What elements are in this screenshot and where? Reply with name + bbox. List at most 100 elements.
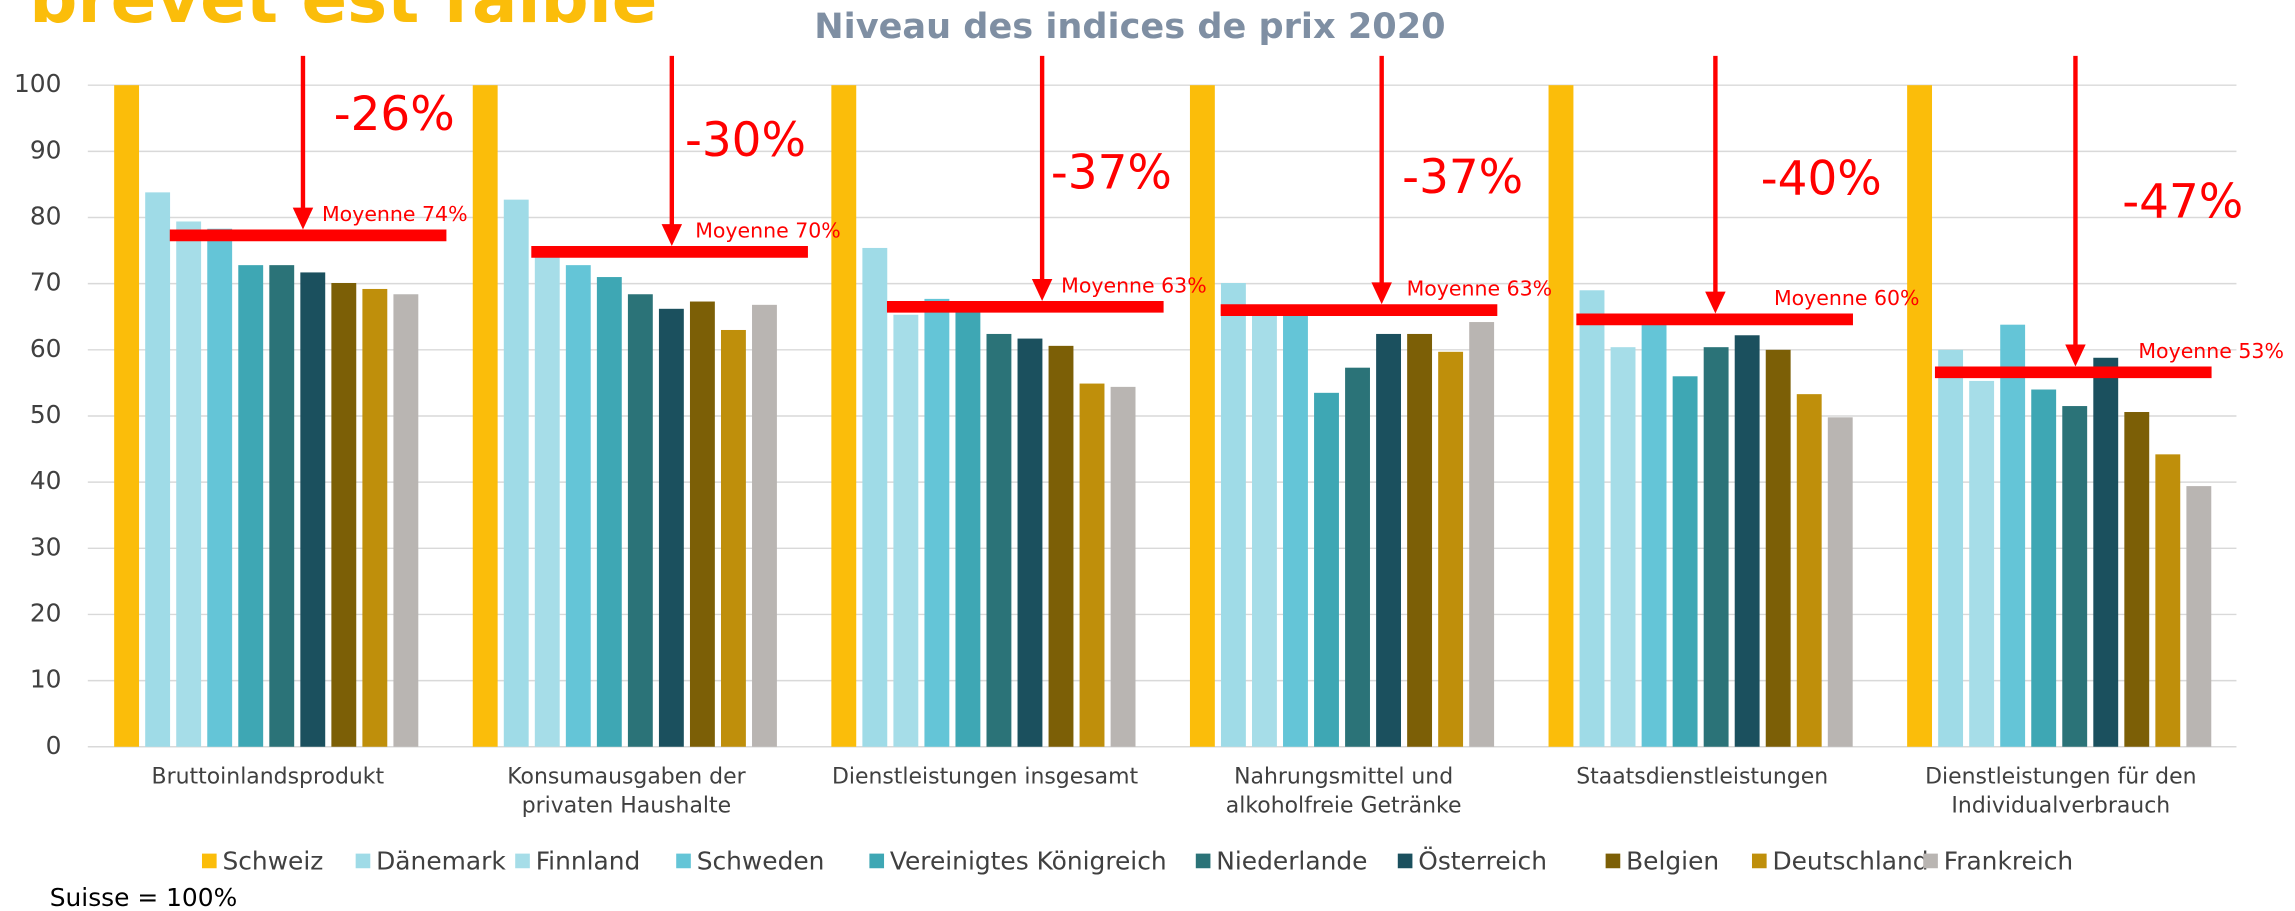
y-tick-label: 0 <box>46 731 62 760</box>
arrow-head <box>661 224 683 247</box>
bar <box>689 301 715 747</box>
y-tick-label: 50 <box>30 400 62 429</box>
x-label-box: Nahrungsmittel und alkoholfreie Getränke <box>1225 762 1462 819</box>
bar <box>986 333 1012 747</box>
x-label-box: Bruttoinlandsprodukt <box>151 762 385 790</box>
bar <box>1345 367 1370 747</box>
bar <box>503 199 529 747</box>
bar <box>534 253 560 747</box>
legend-label: Niederlande <box>1216 846 1367 875</box>
y-tick-label: 10 <box>30 665 62 694</box>
bar <box>1827 417 1853 747</box>
legend-swatch <box>676 853 691 869</box>
bar <box>176 221 202 747</box>
bar <box>331 283 357 747</box>
arrow-head <box>1371 282 1392 305</box>
x-label-box: Dienstleistungen insgesamt <box>831 762 1139 790</box>
mean-label: Moyenne 70% <box>695 218 841 242</box>
mean-label: Moyenne 53% <box>2138 339 2284 363</box>
bar <box>1438 351 1464 747</box>
bar <box>2031 389 2057 747</box>
bar <box>565 265 591 747</box>
legend-label: Finnland <box>536 846 641 875</box>
legend-label: Vereinigtes Königreich <box>890 846 1167 875</box>
bar <box>2093 357 2119 747</box>
y-tick-label: 20 <box>30 598 62 627</box>
legend-label: Belgien <box>1626 846 1719 875</box>
mean-label: Moyenne 60% <box>1774 286 1920 310</box>
mean-label: Moyenne 63% <box>1061 273 1207 297</box>
x-tick-label: Konsumausgaben der privaten Haushalte <box>507 762 746 819</box>
arrow-head <box>292 207 314 230</box>
bar <box>207 228 233 747</box>
bar <box>1407 333 1433 747</box>
mean-label: Moyenne 74% <box>322 202 468 226</box>
diff-label: -37% <box>1402 151 1523 205</box>
diff-label: -40% <box>1761 152 1882 206</box>
bar <box>955 308 981 747</box>
bar <box>1189 85 1215 747</box>
bar <box>2186 486 2212 747</box>
bar <box>1641 322 1667 747</box>
y-tick-label: 100 <box>14 69 61 98</box>
bar <box>720 329 746 747</box>
legend-label: Frankreich <box>1944 846 2073 875</box>
bar <box>269 265 295 747</box>
bar <box>1283 314 1308 747</box>
bar <box>1969 380 1995 747</box>
bar <box>752 304 777 747</box>
legend-label: Österreich <box>1418 846 1547 875</box>
y-tick-label: 80 <box>30 202 62 231</box>
bar <box>1048 345 1074 747</box>
bar <box>1376 333 1402 747</box>
bar <box>1579 290 1605 747</box>
x-tick-label: Nahrungsmittel und alkoholfreie Getränke <box>1225 762 1462 819</box>
bar <box>596 277 622 747</box>
bar <box>2062 406 2088 747</box>
y-tick-label: 30 <box>30 532 62 561</box>
arrow-head <box>1705 291 1726 314</box>
x-label-box: Konsumausgaben der privaten Haushalte <box>507 762 746 819</box>
diff-label: -30% <box>685 114 806 168</box>
bar <box>114 85 140 747</box>
mean-label: Moyenne 63% <box>1407 277 1553 301</box>
y-tick-label: 90 <box>30 135 62 164</box>
legend-swatch <box>1751 853 1767 869</box>
bar <box>1079 383 1105 747</box>
legend-swatch <box>869 853 885 869</box>
x-tick-label: Dienstleistungen für den Individualverbr… <box>1925 762 2197 819</box>
bar <box>658 308 684 747</box>
bar <box>1017 338 1043 747</box>
bar <box>1796 394 1822 747</box>
bar <box>1110 386 1136 747</box>
legend-swatch <box>515 853 530 869</box>
y-tick-label: 70 <box>30 268 62 297</box>
bar <box>893 314 919 747</box>
x-tick-label: Staatsdienstleistungen <box>1576 762 1829 790</box>
legend-swatch <box>355 853 371 869</box>
x-label-box: Dienstleistungen für den Individualverbr… <box>1925 762 2197 819</box>
y-tick-label: 60 <box>30 334 62 363</box>
x-label-box: Staatsdienstleistungen <box>1576 762 1829 790</box>
bar <box>1734 335 1760 747</box>
bar <box>300 272 326 747</box>
bar <box>238 265 264 747</box>
diff-label: -26% <box>334 88 455 142</box>
bar <box>2124 412 2150 747</box>
bar <box>627 294 653 747</box>
diff-label: -47% <box>2122 176 2243 230</box>
bar <box>1548 85 1574 747</box>
bar <box>1220 283 1246 747</box>
x-tick-label: Dienstleistungen insgesamt <box>831 762 1139 790</box>
legend-swatch <box>1195 853 1211 869</box>
bar <box>2000 324 2026 747</box>
x-tick-label: Bruttoinlandsprodukt <box>151 762 385 790</box>
legend-label: Deutschland <box>1772 846 1928 875</box>
heading: brevet est faible <box>29 0 657 38</box>
legend-swatch <box>201 853 217 869</box>
bar <box>1765 349 1791 747</box>
bar <box>831 85 857 747</box>
legend-swatch <box>1923 853 1938 869</box>
y-tick-label: 40 <box>30 466 62 495</box>
